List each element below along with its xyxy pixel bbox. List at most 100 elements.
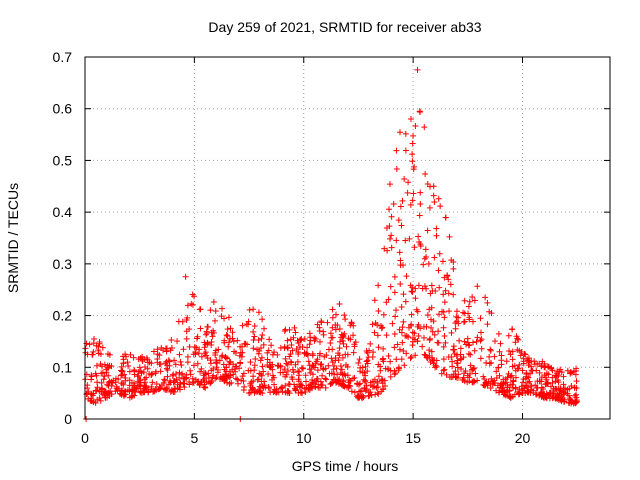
data-point: [131, 392, 138, 399]
chart-title: Day 259 of 2021, SRMTID for receiver ab3…: [208, 19, 481, 35]
data-point: [553, 386, 560, 393]
data-point: [428, 316, 435, 323]
data-point: [348, 320, 355, 327]
data-point: [105, 364, 112, 371]
data-point: [350, 375, 357, 382]
data-point: [336, 345, 343, 352]
data-point: [389, 320, 396, 327]
data-point: [350, 332, 357, 339]
data-point: [454, 364, 461, 371]
data-point: [101, 361, 108, 368]
data-point: [92, 400, 99, 407]
data-point: [343, 343, 350, 350]
data-point: [409, 151, 416, 158]
data-point: [517, 352, 524, 359]
data-point: [412, 352, 419, 359]
data-point: [191, 362, 198, 369]
data-point: [515, 365, 522, 372]
data-point: [303, 378, 310, 385]
data-point: [178, 362, 185, 369]
data-point: [573, 391, 580, 398]
grid-lines: [85, 57, 610, 419]
data-point: [255, 336, 262, 343]
data-point: [230, 371, 237, 378]
x-tick-label: 20: [515, 430, 531, 446]
data-point: [496, 372, 503, 379]
data-point: [341, 312, 348, 319]
data-point: [439, 308, 446, 315]
data-point: [356, 394, 363, 401]
data-point: [121, 391, 128, 398]
data-point: [415, 321, 422, 328]
y-tick-label: 0.6: [53, 101, 73, 117]
data-point: [340, 381, 347, 388]
data-point: [453, 308, 460, 315]
data-point: [396, 346, 403, 353]
data-point: [419, 343, 426, 350]
data-point: [109, 379, 116, 386]
data-point: [306, 341, 313, 348]
data-point: [516, 361, 523, 368]
data-point: [246, 306, 253, 313]
data-point: [198, 353, 205, 360]
data-point: [452, 319, 459, 326]
data-point: [137, 367, 144, 374]
data-point: [440, 291, 447, 298]
data-point: [92, 370, 99, 377]
data-point: [284, 344, 291, 351]
data-point: [409, 158, 416, 165]
data-point: [201, 375, 208, 382]
data-point: [424, 227, 431, 234]
data-point: [257, 383, 264, 390]
data-point: [192, 351, 199, 358]
data-point: [295, 349, 302, 356]
data-point: [95, 347, 102, 354]
data-point: [317, 378, 324, 385]
data-point: [255, 350, 262, 357]
data-point: [573, 385, 580, 392]
data-point: [89, 351, 96, 358]
data-point: [400, 347, 407, 354]
data-point: [163, 358, 170, 365]
data-point: [504, 374, 511, 381]
data-point: [446, 308, 453, 315]
data-point: [340, 340, 347, 347]
data-point: [254, 346, 261, 353]
data-point: [214, 369, 221, 376]
data-point: [547, 383, 554, 390]
data-point: [486, 360, 493, 367]
data-point: [374, 380, 381, 387]
data-point: [395, 217, 402, 224]
data-point: [387, 358, 394, 365]
data-point: [522, 382, 529, 389]
data-point: [498, 387, 505, 394]
data-point: [262, 384, 269, 391]
data-point: [157, 368, 164, 375]
data-point: [465, 350, 472, 357]
data-point: [426, 336, 433, 343]
data-point: [385, 366, 392, 373]
data-point: [412, 285, 419, 292]
data-point: [118, 387, 125, 394]
data-point: [527, 370, 534, 377]
data-point: [433, 225, 440, 232]
data-point: [560, 373, 567, 380]
data-point: [512, 385, 519, 392]
data-point: [295, 372, 302, 379]
data-point: [367, 379, 374, 386]
data-point: [148, 360, 155, 367]
data-point: [189, 301, 196, 308]
y-tick-label: 0.2: [53, 308, 73, 324]
data-point: [512, 367, 519, 374]
y-tick-label: 0: [64, 411, 72, 427]
data-point: [249, 386, 256, 393]
data-point: [148, 371, 155, 378]
data-point: [412, 295, 419, 302]
data-point: [466, 298, 473, 305]
data-point: [558, 369, 565, 376]
data-point: [441, 314, 448, 321]
data-point: [474, 377, 481, 384]
data-point: [161, 377, 168, 384]
data-point: [426, 204, 433, 211]
